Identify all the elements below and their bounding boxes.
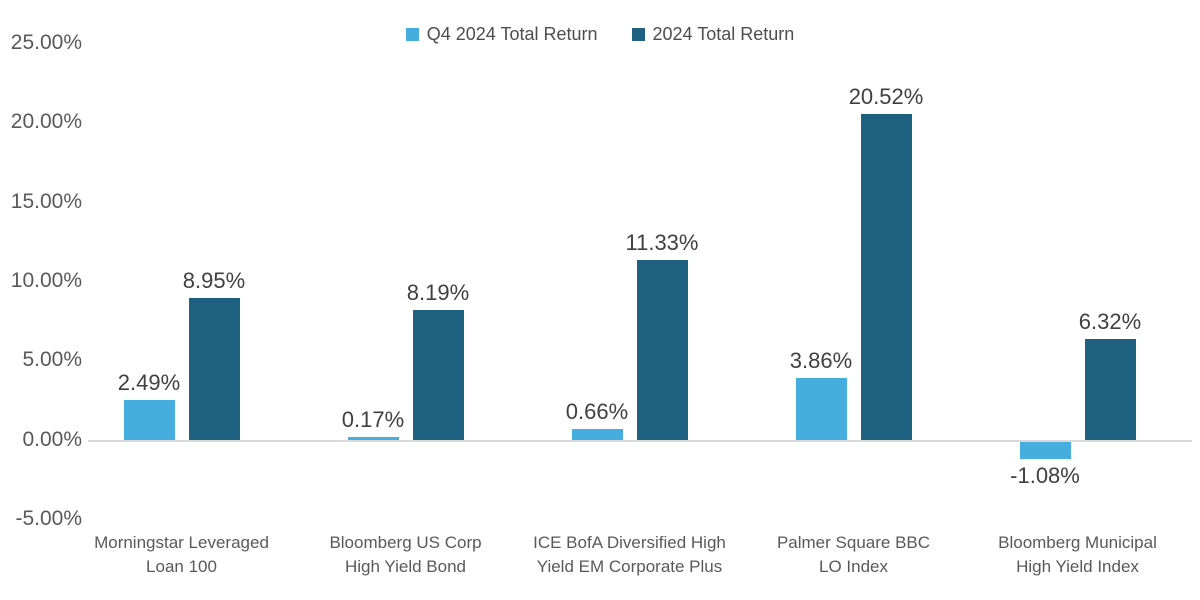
bar-value-label: 11.33% — [625, 229, 699, 255]
bar-q4-2024-total-return — [347, 436, 399, 440]
bar-2024-total-return — [1084, 339, 1136, 440]
bar-value-label: 2.49% — [117, 370, 181, 396]
x-axis-category-label: ICE BofA Diversified High Yield EM Corpo… — [533, 533, 726, 576]
x-axis-category-label: Palmer Square BBC LO Index — [776, 533, 931, 576]
y-axis-tick-label: 0.00% — [22, 427, 82, 451]
bar-value-label: 8.95% — [182, 267, 246, 293]
y-axis-tick-label: 20.00% — [10, 110, 82, 134]
legend-item: Q4 2024 Total Return — [405, 24, 598, 45]
x-axis-category-label: Bloomberg Municipal High Yield Index — [998, 533, 1157, 576]
y-axis-tick-label: 5.00% — [22, 348, 82, 372]
legend-swatch-q4-2024-icon — [405, 28, 419, 41]
legend-item: 2024 Total Return — [631, 24, 795, 45]
y-axis-tick-label: -5.00% — [15, 507, 82, 530]
bar-2024-total-return — [636, 259, 688, 440]
bar-q4-2024-total-return — [123, 400, 175, 440]
bar-value-label: 20.52% — [848, 84, 924, 110]
zero-gridline — [88, 439, 1192, 442]
bar-value-label: -1.08% — [1010, 462, 1080, 488]
bar-2024-total-return — [412, 309, 464, 440]
bar-value-label: 6.32% — [1078, 309, 1142, 335]
y-axis-tick-label: 25.00% — [10, 31, 82, 54]
bar-value-label: 0.17% — [341, 406, 405, 432]
bar-value-label: 8.19% — [406, 279, 470, 305]
y-axis-tick-label: 10.00% — [10, 269, 82, 292]
x-axis-category-label: Bloomberg US Corp High Yield Bond — [329, 533, 482, 576]
bar-q4-2024-total-return — [571, 429, 623, 440]
bar-2024-total-return — [860, 114, 912, 440]
legend-label: 2024 Total Return — [652, 24, 795, 44]
bar-q4-2024-total-return — [795, 378, 847, 440]
bar-q4-2024-total-return — [1019, 441, 1071, 459]
legend-swatch-2024-icon — [631, 28, 645, 41]
legend: Q4 2024 Total Return 2024 Total Return — [0, 24, 1200, 45]
bar-2024-total-return — [188, 297, 240, 440]
bar-value-label: 3.86% — [789, 348, 853, 374]
x-axis-category-label: Morningstar Leveraged Loan 100 — [94, 533, 269, 576]
legend-label: Q4 2024 Total Return — [426, 24, 598, 44]
bar-value-label: 0.66% — [565, 399, 629, 425]
y-axis-tick-label: 15.00% — [10, 189, 82, 213]
